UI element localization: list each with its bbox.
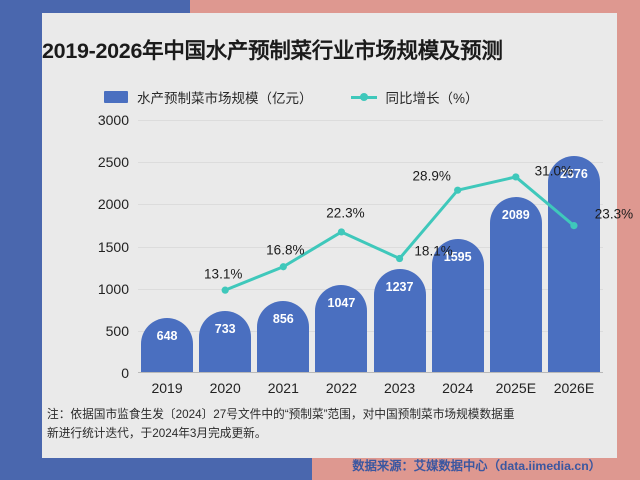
y-axis-tick-label: 500: [105, 322, 129, 339]
gridline: [138, 288, 603, 290]
line-point-2025E: [512, 173, 520, 181]
bar-value-label: 648: [156, 329, 178, 344]
bar-2020: 733: [199, 311, 252, 373]
gridline: [138, 204, 603, 206]
y-axis-tick-label: 1000: [97, 280, 129, 297]
x-axis-tick-label-2022: 2022: [325, 380, 358, 396]
y-axis-tick-label: 2000: [97, 196, 129, 213]
bar-value-label: 856: [272, 311, 294, 326]
line-point-2022: [337, 228, 346, 236]
gridline: [138, 162, 603, 164]
bar-series-swatch-icon: [104, 91, 128, 103]
line-series-path: [224, 175, 575, 292]
y-axis-tick-label: 0: [121, 365, 129, 381]
chart-footnote: 注：依据国市监食生发〔2024〕27号文件中的“预制菜”范围，对中国预制菜市场规…: [47, 408, 515, 440]
frame-border-right-salmon: [617, 0, 640, 480]
line-point-label-2023: 18.1%: [414, 243, 453, 259]
frame-border-left-blue: [0, 0, 42, 480]
line-point-label-2025E: 31.0%: [534, 163, 573, 179]
y-axis-tick-label: 2500: [97, 154, 129, 171]
x-axis-tick-label-2025E: 2025E: [495, 380, 537, 396]
line-point-2021: [279, 263, 287, 271]
plot-area: 0 500 1000 1500 2000 2500 3000 648 733 856 1047 12…: [90, 112, 633, 396]
bar-value-label: 2089: [501, 207, 530, 222]
bar-value-label: 1237: [385, 279, 414, 294]
line-point-label-2026E: 23.3%: [594, 206, 634, 222]
gridline: [138, 246, 603, 248]
frame-border-top-blue: [0, 0, 190, 13]
legend-label-bar: 水产预制菜市场规模（亿元）: [137, 91, 313, 106]
bar-2026E: 2576: [547, 155, 600, 373]
x-axis-line: [138, 371, 603, 373]
line-point-label-2024: 28.9%: [412, 168, 451, 184]
line-point-2020: [221, 286, 229, 294]
gridline: [138, 330, 603, 332]
bar-value-label: 1047: [327, 295, 356, 310]
line-point-2024: [454, 186, 462, 194]
legend-item-bar: 水产预制菜市场规模（亿元）: [104, 87, 313, 107]
x-axis-tick-label-2021: 2021: [267, 380, 299, 396]
y-axis-tick-label: 1500: [97, 238, 129, 255]
gridline: [138, 120, 603, 121]
chart-legend: 水产预制菜市场规模（亿元） 同比增长（%）: [104, 87, 479, 107]
x-axis-tick-label-2024: 2024: [442, 380, 474, 396]
frame-border-bottom-salmon: [312, 458, 640, 480]
bar-2021: 856: [257, 300, 310, 373]
plot-inner: 0 500 1000 1500 2000 2500 3000 648 733 856 1047 12…: [98, 112, 633, 396]
chart-card: 2019-2026年中国水产预制菜行业市场规模及预测 水产预制菜市场规模（亿元）…: [42, 13, 633, 473]
data-source-label: 数据来源：艾媒数据中心（data.iimedia.cn）: [352, 459, 601, 473]
chart-title: 2019-2026年中国水产预制菜行业市场规模及预测: [42, 39, 503, 63]
bar-value-label: 2576: [560, 166, 588, 181]
legend-item-line: 同比增长（%）: [350, 87, 479, 107]
line-point-label-2021: 16.8%: [266, 242, 305, 258]
bar-value-label: 1595: [443, 249, 472, 264]
x-axis-tick-label-2023: 2023: [383, 380, 416, 396]
line-series-swatch-icon: [350, 91, 377, 103]
line-point-2026E: [570, 222, 578, 230]
line-point-label-2022: 22.3%: [326, 205, 365, 221]
legend-label-line: 同比增长（%）: [385, 91, 479, 106]
x-axis-tick-label-2019: 2019: [151, 380, 183, 396]
line-series-svg: [221, 173, 578, 294]
frame-border-bottom-blue: [0, 458, 312, 480]
bar-2025E: 2089: [489, 196, 542, 373]
line-point-2023: [395, 254, 404, 263]
y-axis-tick-label: 3000: [97, 112, 129, 128]
bar-2023: 1237: [373, 268, 426, 373]
line-point-label-2020: 13.1%: [204, 266, 243, 282]
bar-2024: 1595: [431, 238, 484, 373]
bar-value-label: 733: [214, 322, 236, 337]
x-axis-tick-label-2020: 2020: [209, 380, 241, 396]
frame-border-top-salmon: [190, 0, 640, 13]
bar-2022: 1047: [315, 284, 368, 373]
bar-2019: 648: [141, 318, 194, 373]
x-axis-tick-label-2026E: 2026E: [553, 380, 595, 396]
